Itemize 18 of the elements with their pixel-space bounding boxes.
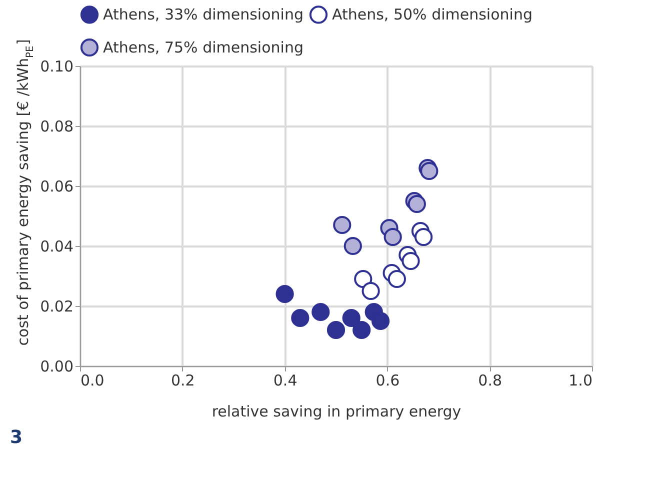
- y-tick-label: 0.04: [40, 238, 74, 256]
- x-tick-label: 0.4: [273, 372, 298, 390]
- x-tick-label: 0.8: [478, 372, 502, 390]
- y-tick-label: 0.08: [40, 118, 74, 136]
- legend-label: Athens, 33% dimensioning: [103, 6, 304, 24]
- x-tick-label: 1.0: [568, 372, 592, 390]
- y-tick-label: 0.10: [40, 58, 74, 76]
- text: 3: [10, 427, 23, 448]
- x-tick-label: 0.0: [80, 372, 104, 390]
- x-tick-label: 0.6: [376, 372, 400, 390]
- y-axis-title: cost of primary energy saving [€ /kWhPE]: [14, 39, 36, 346]
- x-tick-label: 0.2: [170, 372, 195, 390]
- legend-label: Athens, 75% dimensioning: [103, 38, 304, 56]
- x-axis-title: relative saving in primary energy: [212, 402, 462, 420]
- y-tick-label: 0.02: [40, 298, 74, 316]
- y-tick-label: 0.06: [40, 178, 74, 196]
- legend-label: Athens, 50% dimensioning: [332, 6, 532, 24]
- y-tick-label: 0.00: [40, 358, 74, 376]
